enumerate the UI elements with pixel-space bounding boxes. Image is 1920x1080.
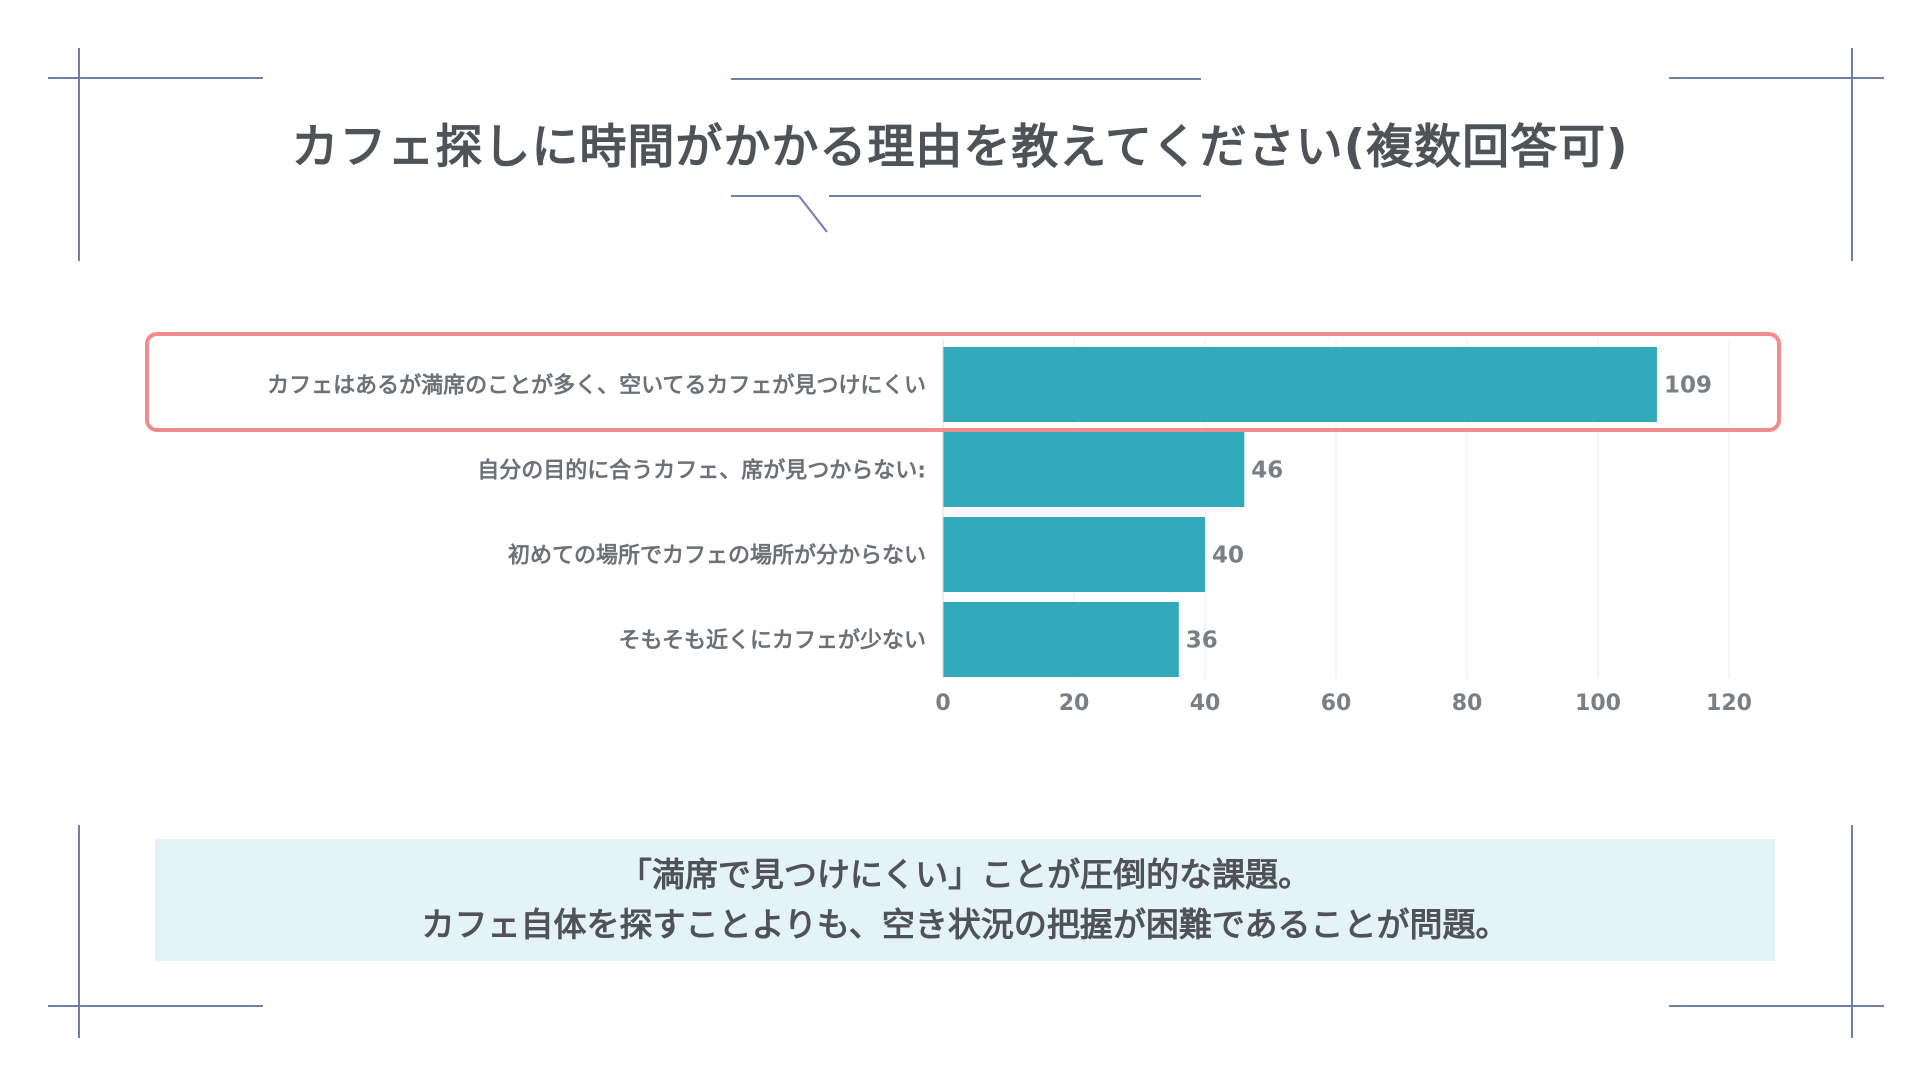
x-tick-label: 120: [1706, 691, 1752, 716]
callout-line-2: カフェ自体を探すことよりも、空き状況の把握が困難であることが問題。: [421, 905, 1509, 944]
data-label: 109: [1664, 373, 1712, 399]
callout-line-1: 「満席で見つけにくい」ことが圧倒的な課題。: [618, 855, 1312, 894]
category-label: カフェはあるが満席のことが多く、空いてるカフェが見つけにくい: [267, 373, 926, 399]
frame-line-bottom-right: [1669, 1005, 1884, 1007]
frame-line-left-lower: [78, 825, 80, 1038]
bar: [943, 602, 1179, 677]
page-title: カフェ探しに時間がかかる理由を教えてください(複数回答可): [291, 120, 1629, 175]
frame-line-left-upper: [78, 48, 80, 261]
frame-line-right-upper: [1851, 48, 1853, 261]
frame-line-right-lower: [1851, 825, 1853, 1038]
category-label: 初めての場所でカフェの場所が分からない: [508, 543, 926, 569]
x-tick-label: 60: [1321, 691, 1352, 716]
x-tick-label: 80: [1452, 691, 1483, 716]
x-tick-label: 0: [935, 691, 950, 716]
bar: [943, 432, 1245, 507]
x-tick-label: 20: [1059, 691, 1090, 716]
title-bottom-rule-right: [829, 195, 1201, 197]
data-label: 40: [1212, 543, 1244, 569]
frame-line-top-right: [1669, 77, 1884, 79]
data-label: 36: [1186, 628, 1218, 654]
frame-line-bottom-left: [48, 1005, 263, 1007]
summary-callout: 「満席で見つけにくい」ことが圧倒的な課題。 カフェ自体を探すことよりも、空き状況…: [155, 839, 1775, 961]
frame-line-top-left: [48, 77, 263, 79]
category-label: そもそも近くにカフェが少ない: [618, 628, 926, 654]
bar: [943, 517, 1205, 592]
highlight-box: [145, 332, 1781, 432]
category-label: 自分の目的に合うカフェ、席が見つからない:: [477, 458, 926, 484]
x-tick-label: 100: [1575, 691, 1621, 716]
data-label: 46: [1251, 458, 1283, 484]
title-bottom-rule-left: [731, 195, 799, 197]
bar: [943, 347, 1657, 422]
title-top-rule: [731, 78, 1201, 80]
x-tick-label: 40: [1190, 691, 1221, 716]
